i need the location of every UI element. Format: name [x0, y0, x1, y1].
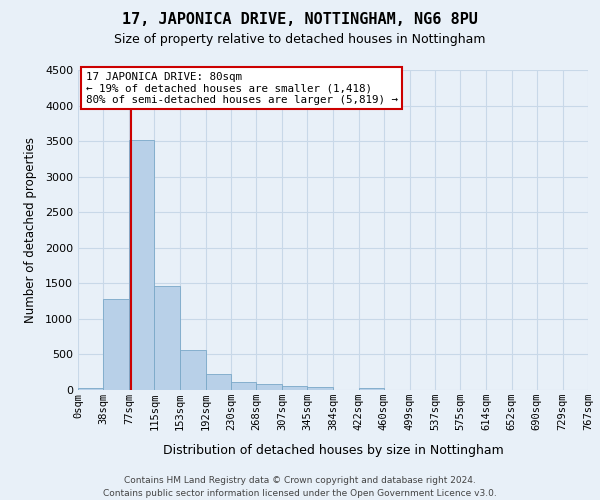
Text: Size of property relative to detached houses in Nottingham: Size of property relative to detached ho… — [114, 32, 486, 46]
Bar — [180, 350, 206, 390]
Bar — [78, 388, 103, 390]
Bar — [256, 384, 282, 390]
X-axis label: Distribution of detached houses by size in Nottingham: Distribution of detached houses by size … — [163, 444, 503, 457]
Y-axis label: Number of detached properties: Number of detached properties — [23, 137, 37, 323]
Bar — [129, 140, 154, 390]
Bar — [154, 286, 180, 390]
Text: Contains HM Land Registry data © Crown copyright and database right 2024.
Contai: Contains HM Land Registry data © Crown c… — [103, 476, 497, 498]
Bar — [359, 388, 384, 390]
Text: 17, JAPONICA DRIVE, NOTTINGHAM, NG6 8PU: 17, JAPONICA DRIVE, NOTTINGHAM, NG6 8PU — [122, 12, 478, 28]
Bar — [206, 374, 231, 390]
Bar — [307, 387, 334, 390]
Bar — [103, 299, 129, 390]
Text: 17 JAPONICA DRIVE: 80sqm
← 19% of detached houses are smaller (1,418)
80% of sem: 17 JAPONICA DRIVE: 80sqm ← 19% of detach… — [86, 72, 398, 105]
Bar — [231, 382, 256, 390]
Bar — [282, 386, 307, 390]
